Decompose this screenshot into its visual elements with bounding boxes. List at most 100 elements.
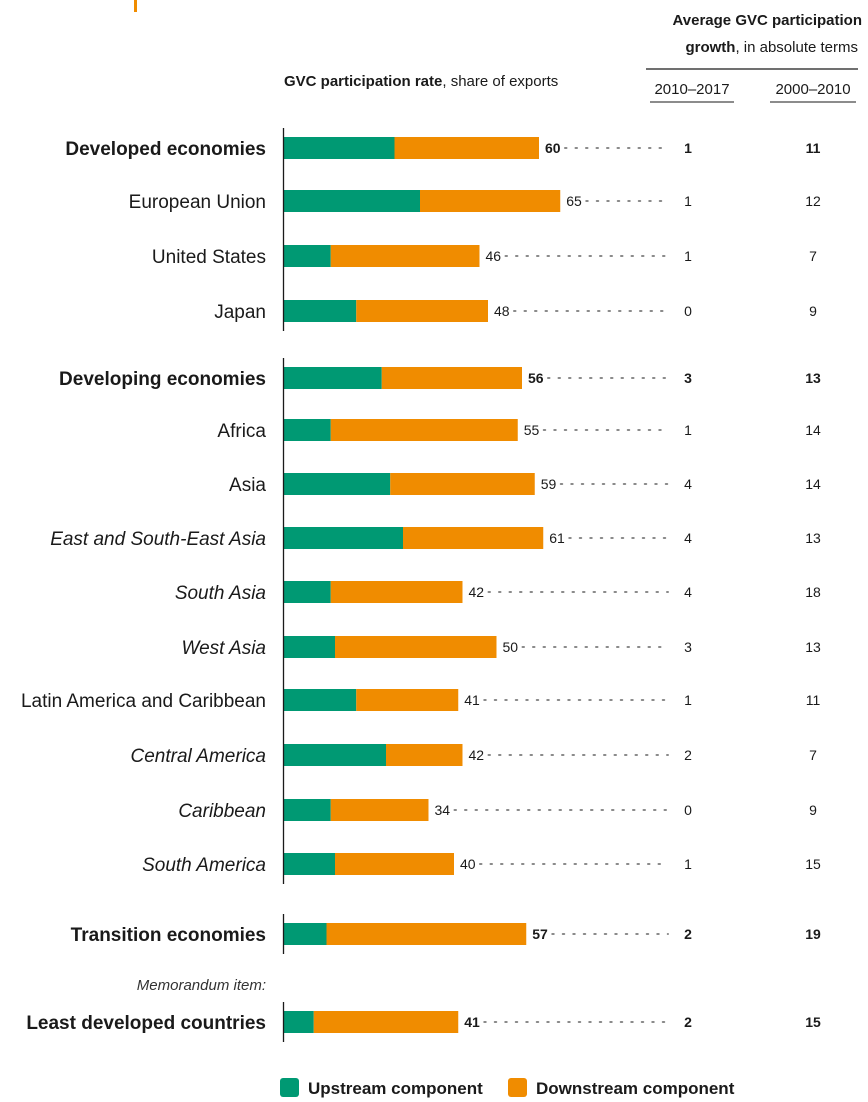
growth-2010-2017-value: 4 xyxy=(684,476,692,492)
bar-downstream xyxy=(330,581,463,603)
rate-header-bold: GVC participation rate xyxy=(284,73,442,90)
total-value-label: 42 xyxy=(469,584,485,600)
total-value-label: 41 xyxy=(464,1014,480,1030)
growth-2000-2010-value: 9 xyxy=(809,303,817,319)
accent-mark xyxy=(134,0,137,12)
category-label: Developing economies xyxy=(59,369,266,390)
legend-upstream-swatch xyxy=(280,1078,299,1097)
bar-upstream xyxy=(284,473,391,495)
row-latin-america-and-caribbean: Latin America and Caribbean 41 1 11 xyxy=(21,689,820,712)
bar-downstream xyxy=(335,853,454,875)
growth-header-line1: Average GVC participation xyxy=(673,12,863,29)
rate-header: GVC participation rate, share of exports xyxy=(284,73,558,90)
legend-downstream-label: Downstream component xyxy=(536,1079,735,1098)
col-header-2010-2017: 2010–2017 xyxy=(654,81,729,98)
memo-label: Memorandum item: xyxy=(137,977,266,994)
row-west-asia: West Asia 50 3 13 xyxy=(182,636,821,659)
growth-2010-2017-value: 0 xyxy=(684,303,692,319)
growth-2010-2017-value: 2 xyxy=(684,926,692,942)
bar-upstream xyxy=(284,190,420,212)
growth-2010-2017-value: 0 xyxy=(684,802,692,818)
growth-2010-2017-value: 1 xyxy=(684,856,692,872)
category-label: Central America xyxy=(130,746,266,767)
growth-2010-2017-value: 1 xyxy=(684,140,692,156)
bar-downstream xyxy=(313,1011,459,1033)
bar-upstream xyxy=(284,853,335,875)
category-label: Africa xyxy=(217,421,266,442)
total-value-label: 46 xyxy=(486,248,502,264)
category-label: Caribbean xyxy=(178,801,266,822)
growth-2010-2017-value: 4 xyxy=(684,584,692,600)
category-label: Latin America and Caribbean xyxy=(21,691,266,712)
total-value-label: 55 xyxy=(524,422,540,438)
total-value-label: 42 xyxy=(469,747,485,763)
col-header-2000-2010: 2000–2010 xyxy=(775,81,850,98)
bar-upstream xyxy=(284,923,327,945)
growth-2010-2017-value: 1 xyxy=(684,692,692,708)
bar-upstream xyxy=(284,1011,314,1033)
bar-upstream xyxy=(284,300,357,322)
total-value-label: 40 xyxy=(460,856,476,872)
growth-2000-2010-value: 11 xyxy=(806,140,821,156)
growth-2000-2010-value: 7 xyxy=(809,747,817,763)
growth-2010-2017-value: 1 xyxy=(684,193,692,209)
total-value-label: 65 xyxy=(566,193,582,209)
row-central-america: Central America 42 2 7 xyxy=(130,744,817,767)
row-east-and-south-east-asia: East and South-East Asia 61 4 13 xyxy=(50,527,821,550)
total-value-label: 61 xyxy=(549,530,565,546)
row-transition-economies: Transition economies 57 2 19 xyxy=(71,923,821,946)
row-least-developed-countries: Least developed countries 41 2 15 xyxy=(26,1011,821,1034)
bar-downstream xyxy=(356,689,459,711)
row-caribbean: Caribbean 34 0 9 xyxy=(178,799,817,822)
bar-upstream xyxy=(284,689,357,711)
bar-upstream xyxy=(284,581,331,603)
row-european-union: European Union 65 1 12 xyxy=(129,190,821,213)
growth-2000-2010-value: 14 xyxy=(805,422,821,438)
total-value-label: 60 xyxy=(545,140,561,156)
growth-2000-2010-value: 15 xyxy=(805,856,821,872)
row-south-asia: South Asia 42 4 18 xyxy=(175,581,821,604)
growth-2000-2010-value: 9 xyxy=(809,802,817,818)
category-label: South America xyxy=(142,855,266,876)
category-label: South Asia xyxy=(175,583,266,604)
legend-upstream-label: Upstream component xyxy=(308,1079,483,1098)
category-label: European Union xyxy=(129,192,266,213)
growth-2000-2010-value: 13 xyxy=(805,639,821,655)
bar-upstream xyxy=(284,419,331,441)
growth-2010-2017-value: 1 xyxy=(684,422,692,438)
legend-downstream-swatch xyxy=(508,1078,527,1097)
row-developed-economies: Developed economies 60 1 11 xyxy=(65,137,821,160)
category-label: United States xyxy=(152,247,266,268)
bar-downstream xyxy=(390,473,535,495)
legend: Upstream component Downstream component xyxy=(280,1078,735,1098)
growth-header-line2-bold: growth xyxy=(685,39,735,56)
bar-upstream xyxy=(284,367,382,389)
category-label: Asia xyxy=(229,475,266,496)
bar-upstream xyxy=(284,137,395,159)
row-japan: Japan 48 0 9 xyxy=(214,300,817,323)
growth-2000-2010-value: 18 xyxy=(805,584,821,600)
total-value-label: 41 xyxy=(464,692,480,708)
total-value-label: 50 xyxy=(503,639,519,655)
bar-downstream xyxy=(356,300,488,322)
bar-downstream xyxy=(330,419,518,441)
growth-2000-2010-value: 14 xyxy=(805,476,821,492)
growth-2000-2010-value: 7 xyxy=(809,248,817,264)
growth-2000-2010-value: 12 xyxy=(805,193,821,209)
category-label: East and South-East Asia xyxy=(50,529,266,550)
growth-2000-2010-value: 13 xyxy=(805,370,821,386)
bar-upstream xyxy=(284,744,386,766)
growth-header-line2: growth, in absolute terms xyxy=(685,39,858,56)
bar-downstream xyxy=(381,367,522,389)
category-label: Japan xyxy=(214,302,266,323)
bar-downstream xyxy=(326,923,527,945)
row-united-states: United States 46 1 7 xyxy=(152,245,817,268)
bar-downstream xyxy=(403,527,544,549)
row-asia: Asia 59 4 14 xyxy=(229,473,821,496)
category-label: Developed economies xyxy=(65,139,266,160)
category-label: Least developed countries xyxy=(26,1013,266,1034)
total-value-label: 34 xyxy=(435,802,451,818)
total-value-label: 59 xyxy=(541,476,557,492)
